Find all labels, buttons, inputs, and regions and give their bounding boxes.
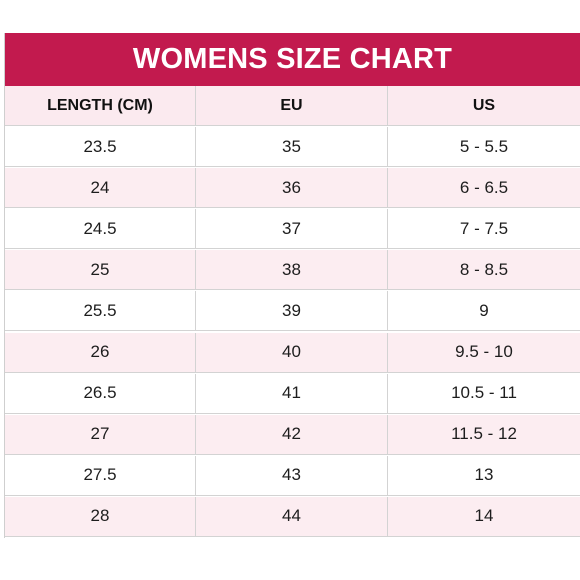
- length-cell: 23.5: [5, 127, 196, 168]
- us-cell: 8 - 8.5: [388, 250, 580, 291]
- column-header-length: LENGTH (CM): [5, 86, 196, 126]
- column-header-eu: EU: [196, 86, 388, 126]
- us-cell: 14: [388, 496, 580, 537]
- length-cell: 27.5: [5, 455, 196, 496]
- size-table: LENGTH (CM) EU US 23.5 35 5 - 5.5 24 36 …: [5, 86, 580, 538]
- length-cell: 25: [5, 250, 196, 291]
- us-cell: 9.5 - 10: [388, 332, 580, 373]
- eu-cell: 39: [196, 291, 388, 332]
- us-cell: 6 - 6.5: [388, 168, 580, 209]
- eu-cell: 41: [196, 373, 388, 414]
- length-cell: 26.5: [5, 373, 196, 414]
- eu-cell: 43: [196, 455, 388, 496]
- us-cell: 13: [388, 455, 580, 496]
- length-cell: 24.5: [5, 209, 196, 250]
- chart-title: WOMENS SIZE CHART: [5, 33, 580, 86]
- length-cell: 28: [5, 496, 196, 537]
- eu-cell: 44: [196, 496, 388, 537]
- us-cell: 5 - 5.5: [388, 127, 580, 168]
- length-cell: 27: [5, 414, 196, 455]
- eu-cell: 36: [196, 168, 388, 209]
- length-cell: 24: [5, 168, 196, 209]
- eu-cell: 37: [196, 209, 388, 250]
- us-cell: 7 - 7.5: [388, 209, 580, 250]
- eu-cell: 42: [196, 414, 388, 455]
- length-cell: 25.5: [5, 291, 196, 332]
- size-chart: WOMENS SIZE CHART LENGTH (CM) EU US 23.5…: [4, 33, 580, 539]
- length-cell: 26: [5, 332, 196, 373]
- column-header-us: US: [388, 86, 580, 126]
- eu-cell: 35: [196, 127, 388, 168]
- us-cell: 11.5 - 12: [388, 414, 580, 455]
- eu-cell: 40: [196, 332, 388, 373]
- us-cell: 9: [388, 291, 580, 332]
- eu-cell: 38: [196, 250, 388, 291]
- us-cell: 10.5 - 11: [388, 373, 580, 414]
